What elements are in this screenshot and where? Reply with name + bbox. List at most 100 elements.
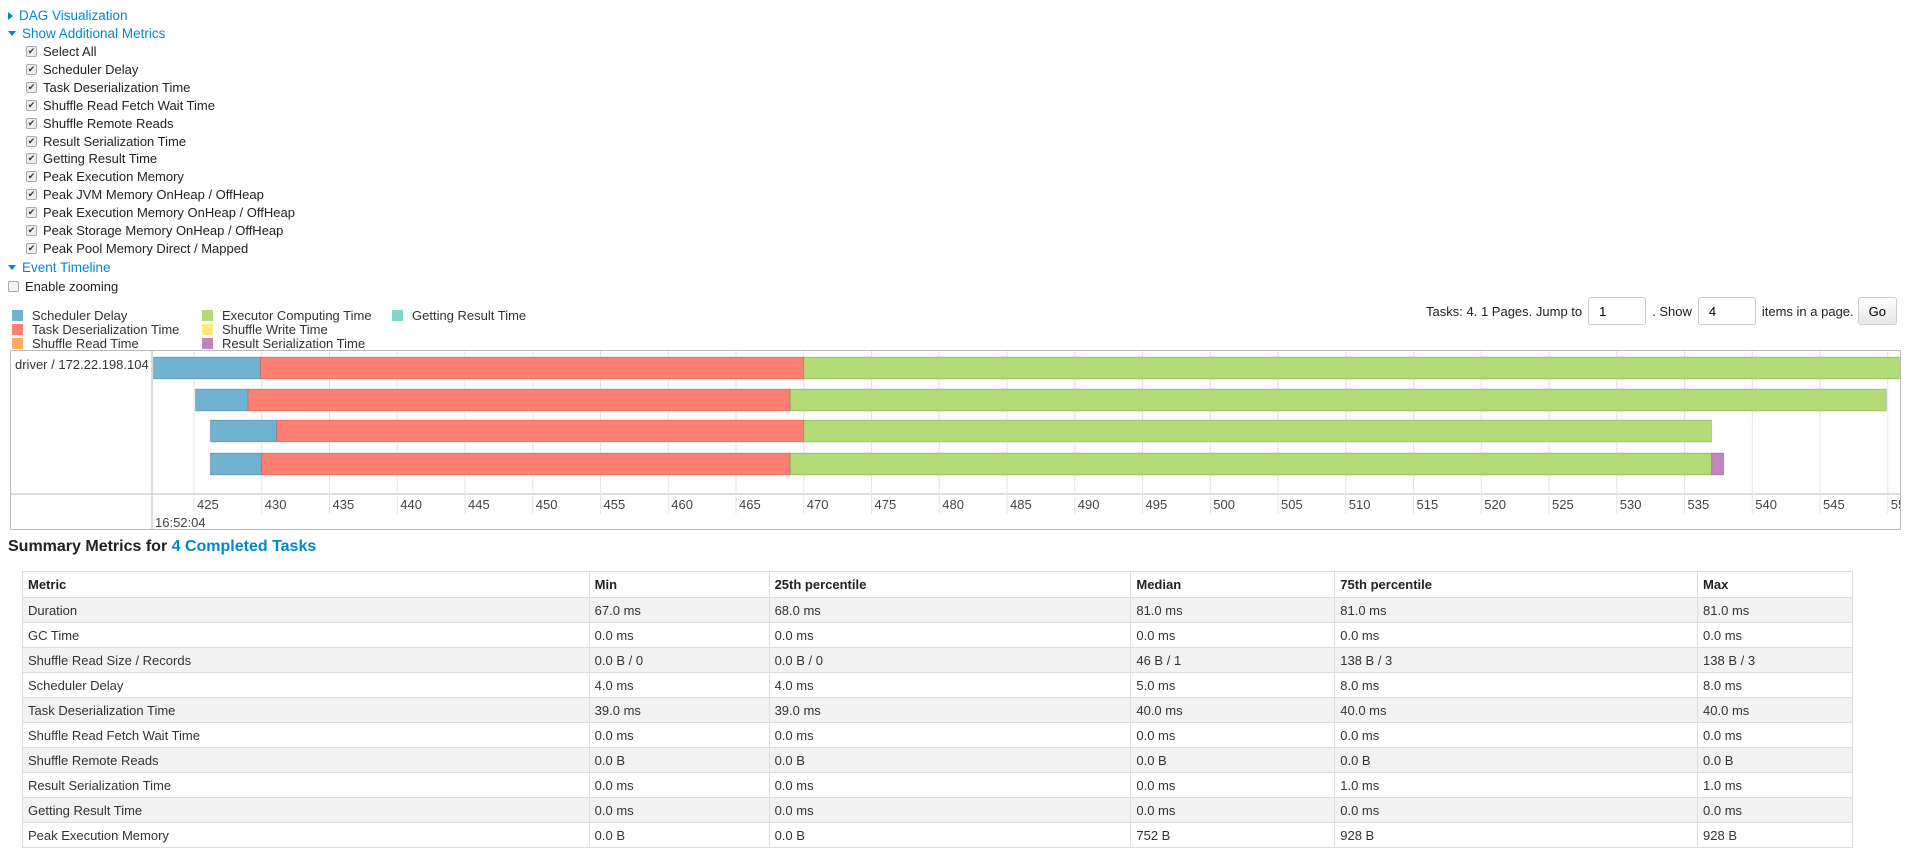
- task-bar-scheduler-delay[interactable]: [209, 419, 278, 443]
- metric-value-cell: 40.0 ms: [1130, 697, 1336, 723]
- metric-value-cell: 0.0 ms: [768, 797, 1132, 823]
- metric-option-checkbox[interactable]: ✔ Shuffle Read Fetch Wait Time: [26, 98, 215, 113]
- timeline-svg: 425 430 435 440 445 450 455 460 465 470 475 480 485 4…: [11, 351, 1900, 529]
- metric-option-checkbox[interactable]: ✔ Peak Execution Memory OnHeap / OffHeap: [26, 205, 295, 220]
- event-timeline-chart[interactable]: 425 430 435 440 445 450 455 460 465 470 475 480 485 4…: [10, 350, 1901, 530]
- tick-label: 535: [1688, 497, 1710, 512]
- tick-label: 540: [1755, 497, 1777, 512]
- metric-option-checkbox[interactable]: ✔ Scheduler Delay: [26, 62, 138, 77]
- metric-option-checkbox[interactable]: ✔ Task Deserialization Time: [26, 80, 190, 95]
- completed-tasks-link[interactable]: 4 Completed Tasks: [171, 538, 317, 555]
- metric-value-cell: 0.0 ms: [1130, 622, 1336, 648]
- metric-option-checkbox[interactable]: ✔ Peak Pool Memory Direct / Mapped: [26, 241, 248, 256]
- task-bar-scheduler-delay[interactable]: [209, 452, 263, 476]
- task-bar-executor-computing-time[interactable]: [803, 419, 1713, 443]
- metric-value-cell: 67.0 ms: [588, 597, 770, 623]
- dag-visualization-toggle[interactable]: DAG Visualization: [8, 8, 128, 23]
- task-bar-task-deserialization-time[interactable]: [261, 452, 791, 476]
- tick-label: 460: [671, 497, 693, 512]
- checkbox-icon: [8, 281, 19, 292]
- metric-value-cell: 0.0 B: [768, 822, 1132, 848]
- tick-label: 445: [468, 497, 490, 512]
- checkbox-icon: ✔: [26, 46, 37, 57]
- metric-option-checkbox[interactable]: ✔ Getting Result Time: [26, 151, 157, 166]
- tick-label: 430: [265, 497, 287, 512]
- tick-label: 465: [739, 497, 761, 512]
- metric-value-cell: 928 B: [1697, 822, 1853, 848]
- enable-zooming-label: Enable zooming: [25, 279, 119, 294]
- task-bar-executor-computing-time[interactable]: [803, 356, 1900, 380]
- metric-option-label: Peak JVM Memory OnHeap / OffHeap: [43, 187, 264, 203]
- metric-option-checkbox[interactable]: ✔ Peak Storage Memory OnHeap / OffHeap: [26, 223, 283, 238]
- task-bar-task-deserialization-time[interactable]: [247, 388, 791, 412]
- table-row: Scheduler Delay 4.0 ms 4.0 ms 5.0 ms 8.0 ms 8…: [22, 672, 1853, 698]
- legend-swatch-icon: [12, 324, 23, 335]
- metric-value-cell: 0.0 ms: [588, 772, 770, 798]
- metric-value-cell: 68.0 ms: [768, 597, 1132, 623]
- caret-right-icon: [8, 11, 13, 20]
- metric-value-cell: 40.0 ms: [1334, 697, 1699, 723]
- column-header[interactable]: 75th percentile: [1334, 571, 1699, 598]
- metric-value-cell: 0.0 ms: [1697, 722, 1853, 748]
- tick-label: 520: [1484, 497, 1506, 512]
- tick-label: 510: [1349, 497, 1371, 512]
- column-header[interactable]: Max: [1697, 571, 1853, 598]
- task-bar-task-deserialization-time[interactable]: [276, 419, 805, 443]
- tick-label: 425: [197, 497, 219, 512]
- metric-name-cell: Peak Execution Memory: [22, 822, 590, 848]
- metric-name-cell: Task Deserialization Time: [22, 697, 590, 723]
- metric-option-checkbox[interactable]: ✔ Result Serialization Time: [26, 134, 186, 149]
- column-header[interactable]: Metric: [22, 571, 590, 598]
- metric-name-cell: Duration: [22, 597, 590, 623]
- metric-option-checkbox[interactable]: ✔ Select All: [26, 44, 96, 59]
- task-bar-scheduler-delay[interactable]: [152, 356, 261, 380]
- column-header[interactable]: Median: [1130, 571, 1336, 598]
- task-bar-executor-computing-time[interactable]: [789, 388, 1887, 412]
- metric-value-cell: 752 B: [1130, 822, 1336, 848]
- table-row: Result Serialization Time 0.0 ms 0.0 ms 0.0…: [22, 772, 1853, 798]
- legend-item: Shuffle Read Time: [12, 336, 139, 351]
- enable-zooming-checkbox[interactable]: Enable zooming: [8, 279, 118, 294]
- metric-option-checkbox[interactable]: ✔ Peak Execution Memory: [26, 169, 184, 184]
- task-bar-scheduler-delay[interactable]: [194, 388, 249, 412]
- metric-option-label: Peak Pool Memory Direct / Mapped: [43, 240, 249, 256]
- metric-option-label: Task Deserialization Time: [43, 79, 191, 95]
- metric-option-label: Peak Storage Memory OnHeap / OffHeap: [43, 223, 284, 238]
- table-row: Getting Result Time 0.0 ms 0.0 ms 0.0 ms 0.0…: [22, 797, 1853, 823]
- metric-value-cell: 1.0 ms: [1697, 772, 1853, 798]
- legend-item: Task Deserialization Time: [12, 322, 179, 337]
- task-bar-result-serialization-time[interactable]: [1711, 452, 1725, 476]
- tick-label: 455: [604, 497, 626, 512]
- metric-value-cell: 0.0 ms: [768, 772, 1132, 798]
- page-size-input[interactable]: [1697, 297, 1756, 325]
- event-timeline-label: Event Timeline: [22, 260, 111, 275]
- metric-value-cell: 0.0 B: [768, 747, 1132, 773]
- metric-value-cell: 8.0 ms: [1697, 672, 1853, 698]
- metric-option-checkbox[interactable]: ✔ Shuffle Remote Reads: [26, 116, 174, 131]
- table-row: Peak Execution Memory 0.0 B 0.0 B 752 B 928 …: [22, 822, 1853, 848]
- column-header[interactable]: Min: [588, 571, 770, 598]
- go-button[interactable]: Go: [1857, 297, 1897, 325]
- metric-name-cell: GC Time: [22, 622, 590, 648]
- show-additional-metrics-toggle[interactable]: Show Additional Metrics: [8, 26, 165, 41]
- task-bar-task-deserialization-time[interactable]: [259, 356, 805, 380]
- checkbox-icon: ✔: [26, 153, 37, 165]
- event-timeline-toggle[interactable]: Event Timeline: [8, 260, 111, 275]
- metric-option-checkbox[interactable]: ✔ Peak JVM Memory OnHeap / OffHeap: [26, 187, 264, 202]
- metric-value-cell: 0.0 ms: [1334, 722, 1699, 748]
- tick-label: 550: [1891, 497, 1900, 512]
- checkbox-icon: ✔: [26, 207, 37, 219]
- table-row: Task Deserialization Time 39.0 ms 39.0 ms 4…: [22, 697, 1853, 723]
- metric-value-cell: 0.0 B / 0: [588, 647, 770, 673]
- metric-value-cell: 39.0 ms: [588, 697, 770, 723]
- tick-label: 470: [807, 497, 829, 512]
- page-jump-input[interactable]: [1588, 297, 1647, 325]
- pagination-prefix: Tasks: 4. 1 Pages. Jump to: [1426, 303, 1583, 319]
- metric-value-cell: 0.0 ms: [588, 797, 770, 823]
- legend-label: Executor Computing Time: [222, 308, 372, 323]
- show-label: . Show: [1652, 303, 1692, 319]
- metric-value-cell: 0.0 B: [588, 822, 770, 848]
- column-header[interactable]: 25th percentile: [768, 571, 1132, 598]
- table-row: Shuffle Read Size / Records 0.0 B / 0 0.0 …: [22, 647, 1853, 673]
- task-bar-executor-computing-time[interactable]: [789, 452, 1713, 476]
